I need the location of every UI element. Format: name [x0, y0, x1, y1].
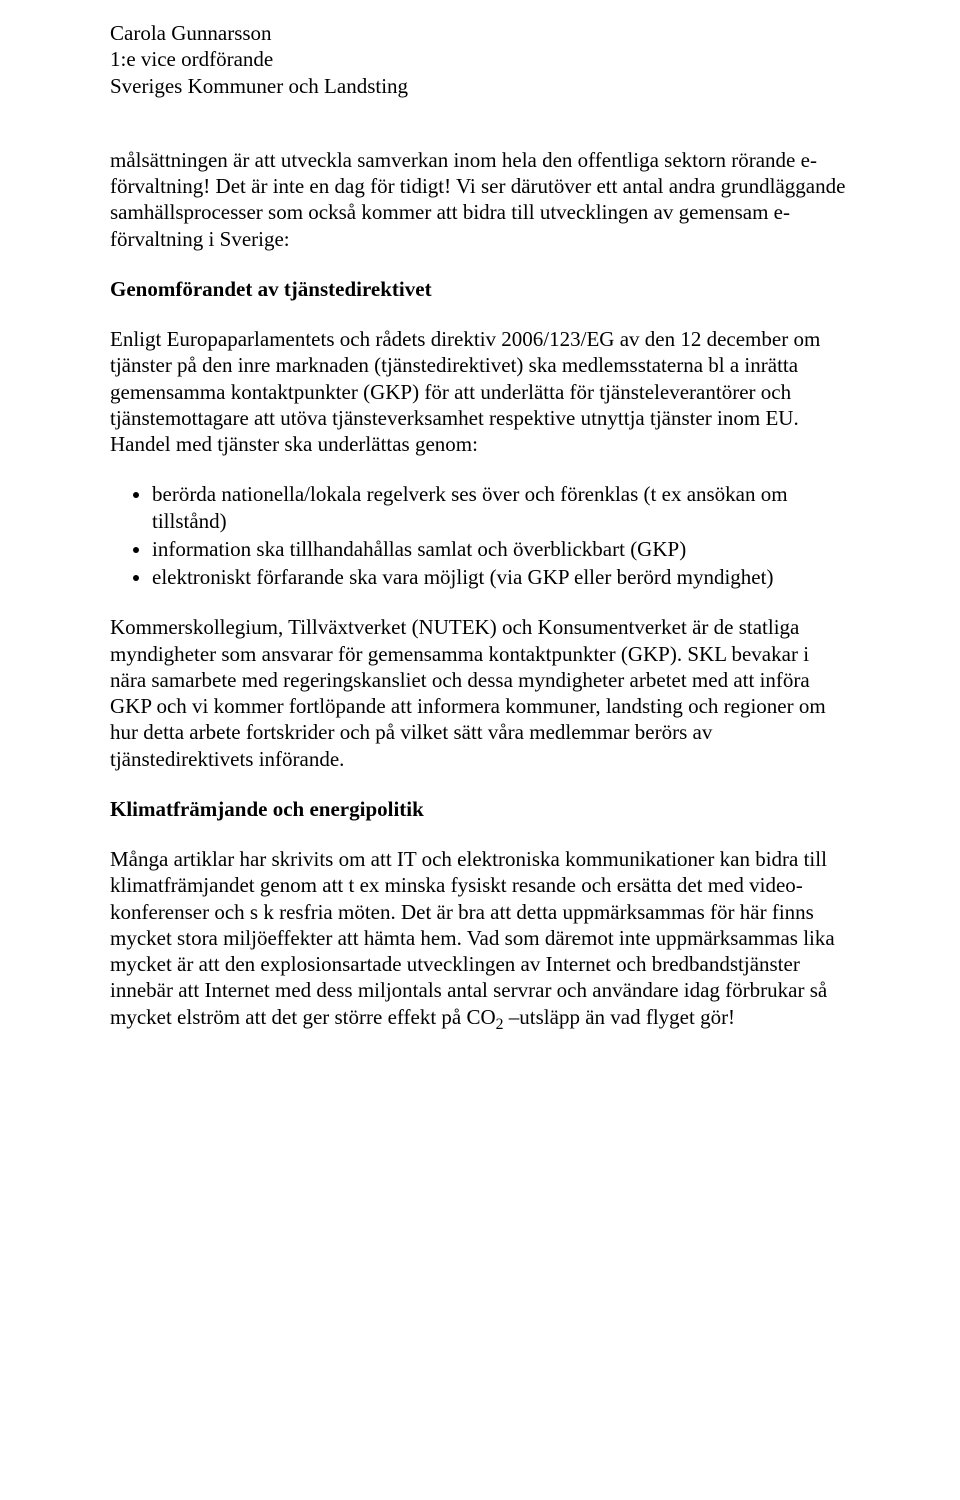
section1-paragraph-2: Kommerskollegium, Tillväxtverket (NUTEK)… — [110, 614, 850, 772]
section1-bullet-list: berörda nationella/lokala regelverk ses … — [110, 481, 850, 590]
list-item: elektroniskt förfarande ska vara möjligt… — [152, 564, 850, 590]
section-title-tjanstedirektivet: Genomförandet av tjänstedirektivet — [110, 276, 850, 302]
intro-paragraph: målsättningen är att utveckla samverkan … — [110, 147, 850, 252]
section2-text-pre: Många artiklar har skrivits om att IT oc… — [110, 847, 835, 1029]
co2-subscript: 2 — [496, 1016, 504, 1033]
document-page: Carola Gunnarsson 1:e vice ordförande Sv… — [0, 0, 960, 1500]
author-org: Sveriges Kommuner och Landsting — [110, 73, 850, 99]
list-item: information ska tillhandahållas samlat o… — [152, 536, 850, 562]
document-header: Carola Gunnarsson 1:e vice ordförande Sv… — [110, 20, 850, 99]
section1-paragraph-1: Enligt Europaparlamentets och rådets dir… — [110, 326, 850, 457]
author-role: 1:e vice ordförande — [110, 46, 850, 72]
section2-text-post: –utsläpp än vad flyget gör! — [504, 1005, 736, 1029]
list-item: berörda nationella/lokala regelverk ses … — [152, 481, 850, 534]
author-name: Carola Gunnarsson — [110, 20, 850, 46]
section-title-klimat: Klimatfrämjande och energipolitik — [110, 796, 850, 822]
section2-paragraph: Många artiklar har skrivits om att IT oc… — [110, 846, 850, 1034]
